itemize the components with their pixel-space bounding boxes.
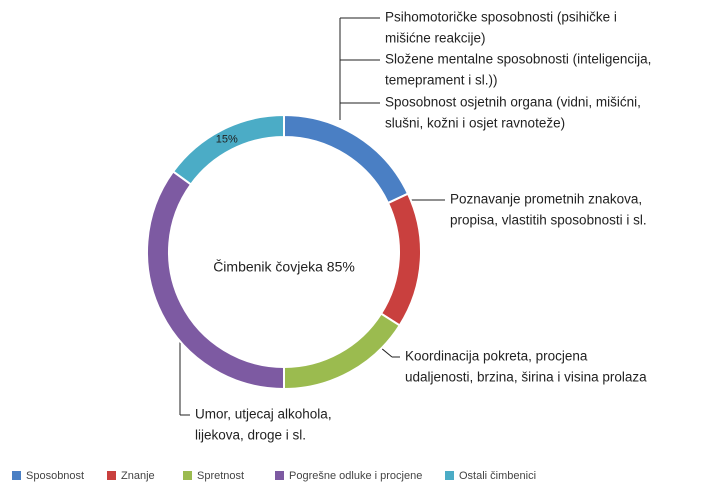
legend-label: Ostali čimbenici: [459, 470, 536, 482]
annotation: Sposobnost osjetnih organa (vidni, mišić…: [385, 95, 641, 110]
legend-label: Znanje: [121, 470, 155, 482]
legend-label: Pogrešne odluke i procjene: [289, 470, 422, 482]
legend-swatch: [275, 471, 284, 480]
legend-swatch: [183, 471, 192, 480]
donut-segment: [171, 113, 285, 186]
donut-segment: [379, 192, 422, 327]
legend-swatch: [107, 471, 116, 480]
legend-swatch: [12, 471, 21, 480]
annotation: Poznavanje prometnih znakova,: [450, 192, 642, 207]
annotation: slušni, kožni i osjet ravnoteže): [385, 116, 565, 131]
annotation: mišićne reakcije): [385, 31, 486, 46]
annotation: temeprament i sl.)): [385, 73, 498, 88]
annotation: propisa, vlastitih sposobnosti i sl.: [450, 213, 647, 228]
donut-segment: [146, 170, 285, 391]
annotation: Psihomotoričke sposobnosti (psihičke i: [385, 10, 617, 25]
data-label: 15%: [216, 134, 238, 146]
legend-label: Spretnost: [197, 470, 244, 482]
annotation: Koordinacija pokreta, procjena: [405, 349, 588, 364]
legend-label: Sposobnost: [26, 470, 84, 482]
annotation: udaljenosti, brzina, širina i visina pro…: [405, 370, 647, 385]
center-label: Čimbenik čovjeka 85%: [213, 259, 355, 275]
annotation: Umor, utjecaj alkohola,: [195, 407, 332, 422]
donut-segment: [283, 312, 402, 391]
annotation: lijekova, droge i sl.: [195, 428, 306, 443]
legend-swatch: [445, 471, 454, 480]
annotation: Složene mentalne sposobnosti (inteligenc…: [385, 52, 651, 67]
